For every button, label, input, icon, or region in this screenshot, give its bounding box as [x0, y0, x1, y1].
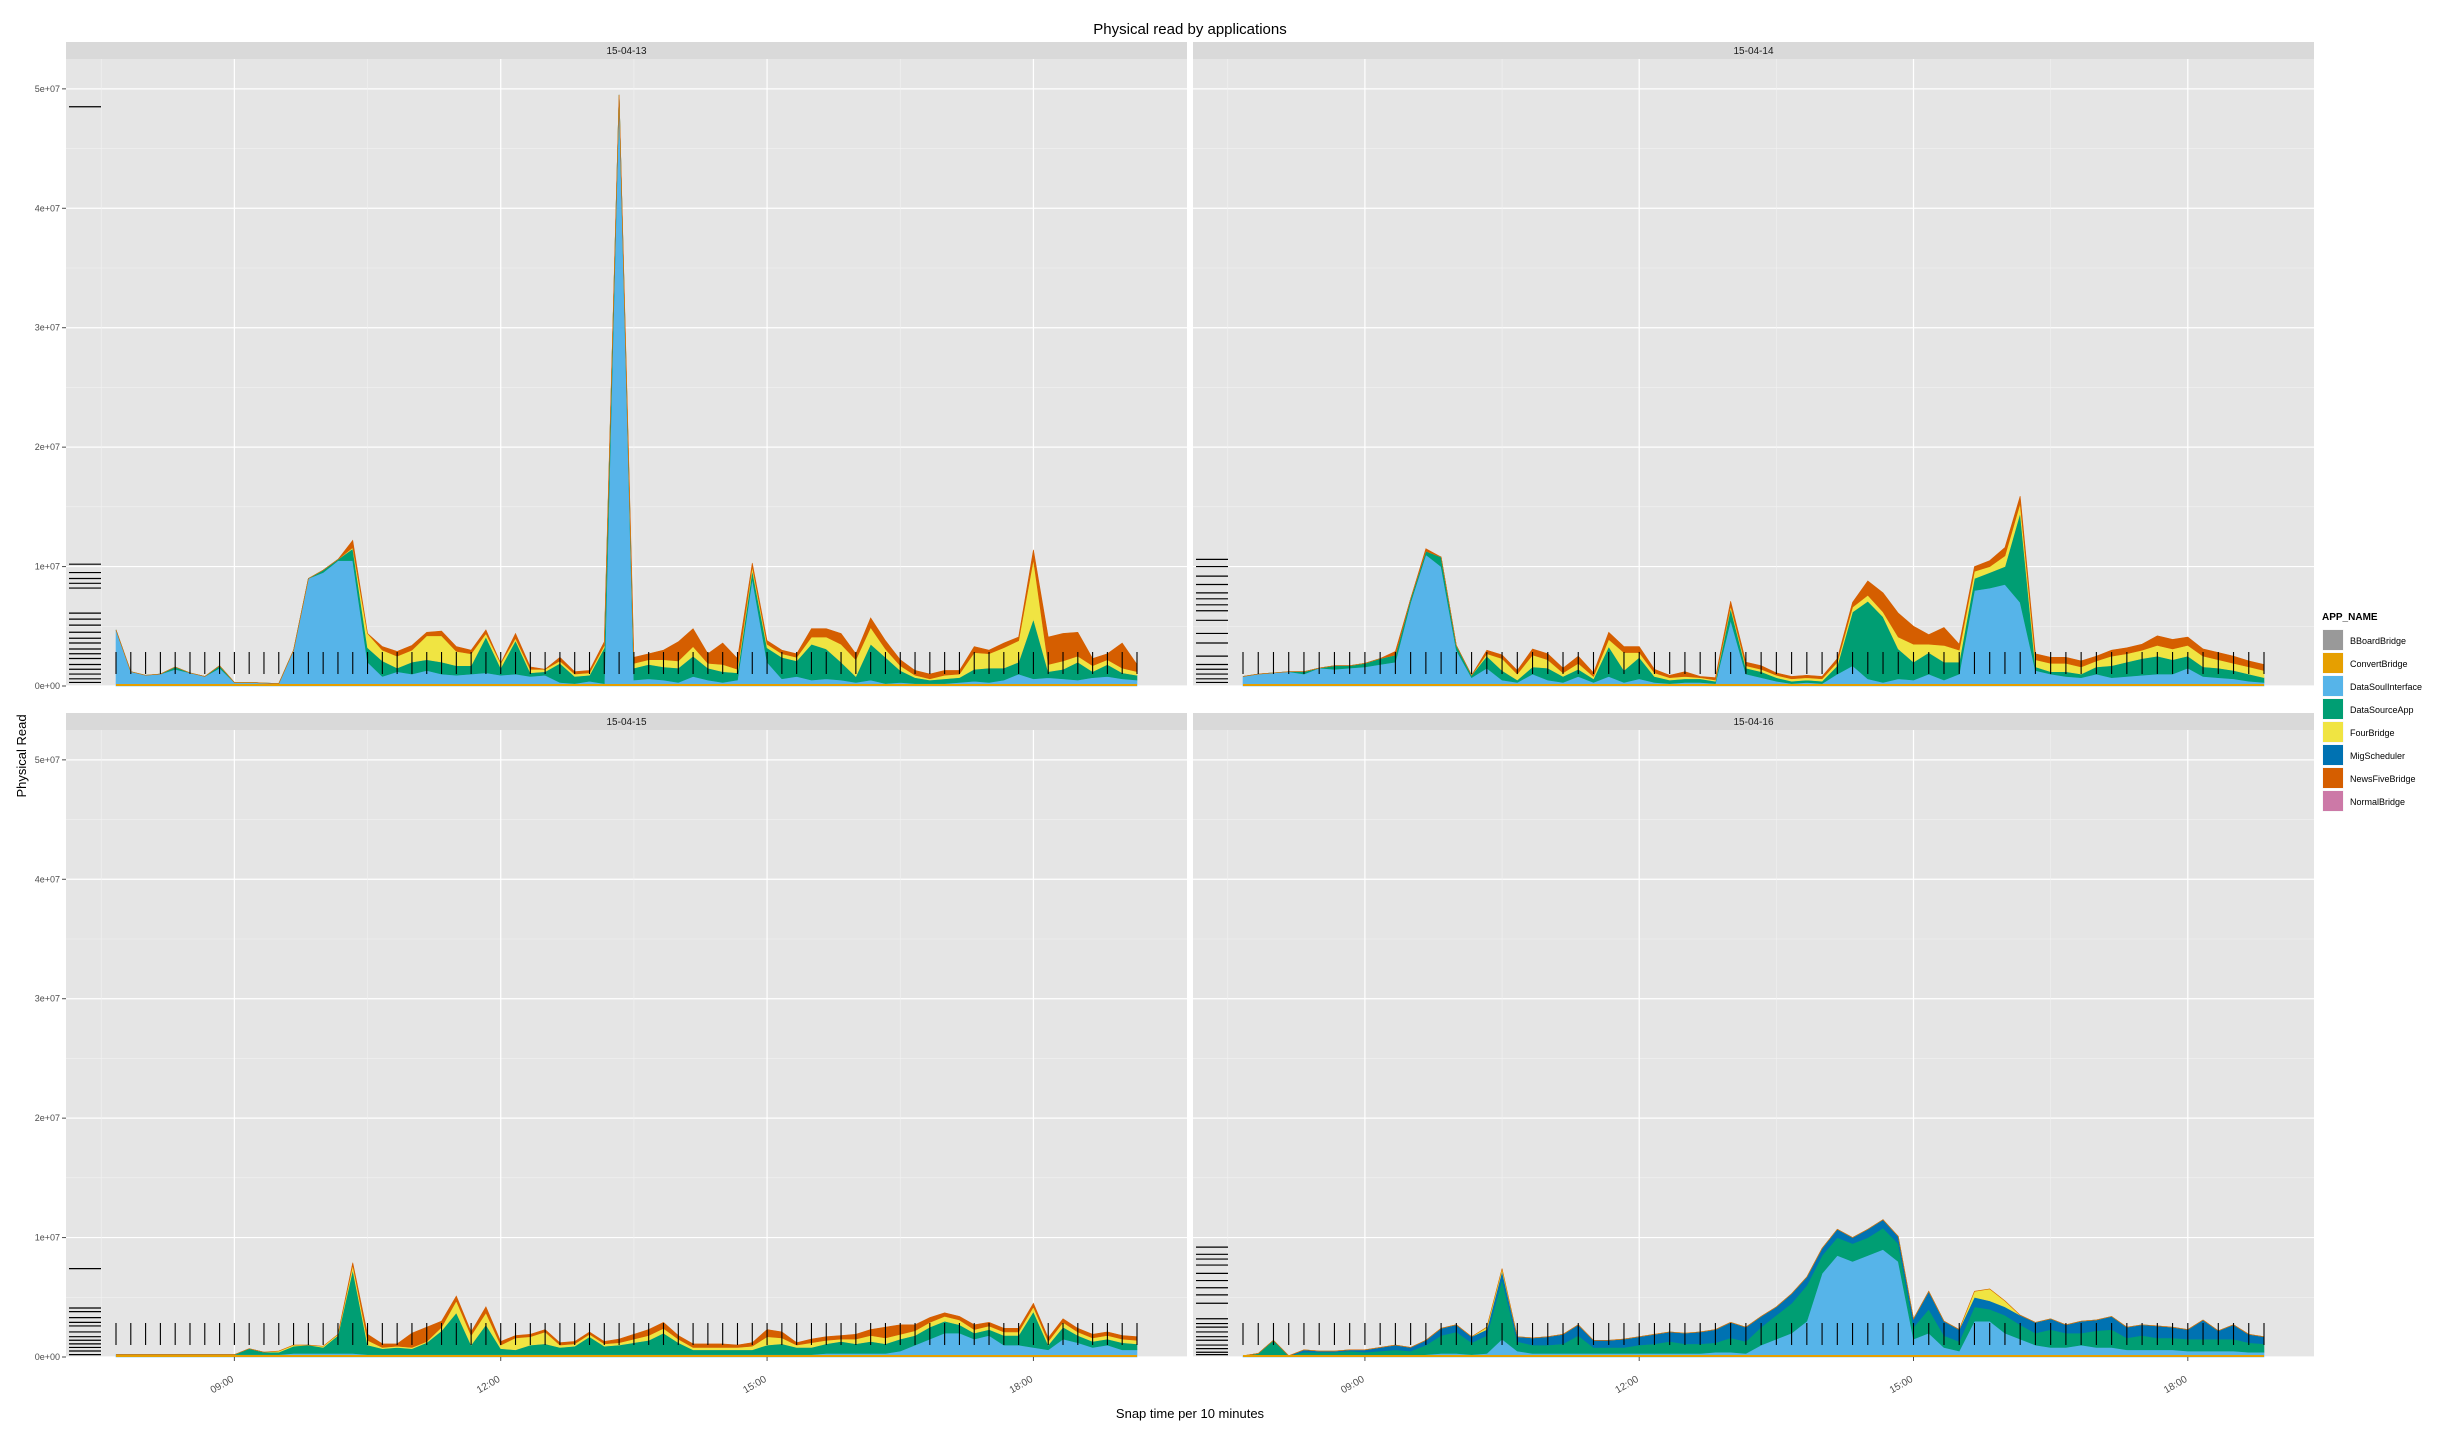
- x-tick-label: 15:00: [1888, 1374, 1916, 1396]
- facet-label: 15-04-15: [606, 717, 646, 728]
- y-tick-label: 4e+07: [35, 874, 60, 884]
- x-tick-label: 09:00: [1339, 1374, 1367, 1396]
- legend-label: FourBridge: [2350, 728, 2395, 738]
- panel-background: [1193, 730, 2314, 1357]
- legend-label: NewsFiveBridge: [2350, 774, 2416, 784]
- x-tick-label: 09:00: [209, 1374, 237, 1396]
- x-tick-label: 12:00: [1614, 1374, 1642, 1396]
- x-axis-label: Snap time per 10 minutes: [1116, 1406, 1265, 1421]
- legend-key-fourbridge: [2323, 722, 2343, 742]
- legend-key-normalbridge: [2323, 791, 2343, 811]
- y-tick-label: 2e+07: [35, 442, 60, 452]
- legend-key-migscheduler: [2323, 745, 2343, 765]
- facet-label: 15-04-14: [1733, 46, 1773, 57]
- legend-label: DataSoulInterface: [2350, 682, 2422, 692]
- facet-strip: [1193, 713, 2314, 730]
- facet-label: 15-04-13: [606, 46, 646, 57]
- facet-strip: [66, 42, 1187, 59]
- y-tick-label: 3e+07: [35, 323, 60, 333]
- legend-key-convertbridge: [2323, 653, 2343, 673]
- y-tick-label: 5e+07: [35, 84, 60, 94]
- facet-strip: [1193, 42, 2314, 59]
- legend-title: APP_NAME: [2322, 612, 2378, 623]
- x-tick-label: 15:00: [741, 1374, 769, 1396]
- y-tick-label: 1e+07: [35, 562, 60, 572]
- y-tick-label: 0e+00: [35, 1352, 60, 1362]
- y-tick-label: 4e+07: [35, 203, 60, 213]
- facet-label: 15-04-16: [1733, 717, 1773, 728]
- panel-background: [1193, 59, 2314, 686]
- legend-label: MigScheduler: [2350, 751, 2405, 761]
- y-tick-label: 2e+07: [35, 1113, 60, 1123]
- legend-label: NormalBridge: [2350, 797, 2405, 807]
- legend-key-datasoulinterface: [2323, 676, 2343, 696]
- y-tick-label: 3e+07: [35, 994, 60, 1004]
- x-tick-label: 12:00: [475, 1374, 503, 1396]
- y-tick-label: 1e+07: [35, 1233, 60, 1243]
- legend-label: ConvertBridge: [2350, 659, 2408, 669]
- legend-label: BBoardBridge: [2350, 636, 2406, 646]
- chart-title: Physical read by applications: [1093, 21, 1286, 38]
- legend-key-newsfivebridge: [2323, 768, 2343, 788]
- panel-background: [66, 730, 1187, 1357]
- facet-strip: [66, 713, 1187, 730]
- y-tick-label: 5e+07: [35, 755, 60, 765]
- y-tick-label: 0e+00: [35, 681, 60, 691]
- y-axis-label: Physical Read: [14, 714, 29, 797]
- x-tick-label: 18:00: [1008, 1374, 1036, 1396]
- legend-label: DataSourceApp: [2350, 705, 2414, 715]
- legend-key-bboardbridge: [2323, 630, 2343, 650]
- legend-key-datasourceapp: [2323, 699, 2343, 719]
- x-tick-label: 18:00: [2162, 1374, 2190, 1396]
